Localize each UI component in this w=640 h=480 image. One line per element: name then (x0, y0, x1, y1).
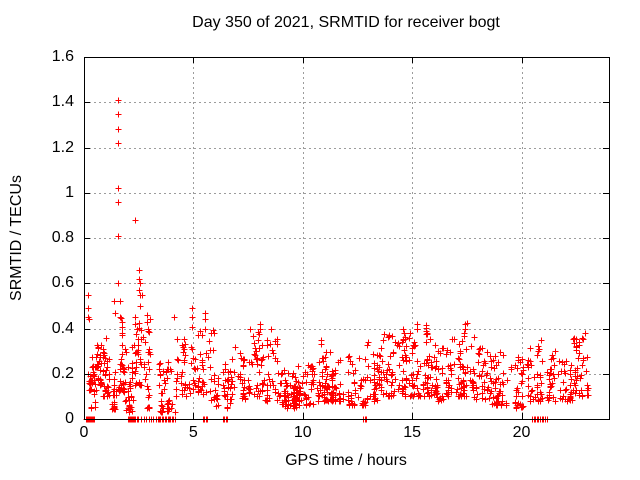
x-tick-label: 0 (79, 424, 89, 441)
x-tick-label: 10 (293, 424, 312, 441)
x-tick-label: 20 (512, 424, 531, 441)
y-tick-label: 0.2 (51, 364, 74, 382)
y-tick-label: 1.2 (51, 138, 74, 156)
y-tick-label: 1.6 (51, 48, 74, 65)
y-tick-label: 0.4 (51, 319, 74, 337)
x-tick-label: 15 (403, 424, 422, 441)
y-tick-label: 0.6 (51, 274, 74, 292)
x-axis-label: GPS time / hours (285, 452, 407, 469)
y-tick-label: 0.8 (51, 229, 74, 246)
x-tick-label: 5 (188, 424, 198, 441)
plot-border (84, 57, 610, 420)
chart-title: Day 350 of 2021, SRMTID for receiver bog… (192, 14, 500, 31)
y-tick-label: 1 (65, 183, 74, 201)
scatter-points (83, 97, 592, 423)
y-tick-label: 0 (65, 410, 74, 427)
y-tick-label: 1.4 (51, 93, 74, 111)
